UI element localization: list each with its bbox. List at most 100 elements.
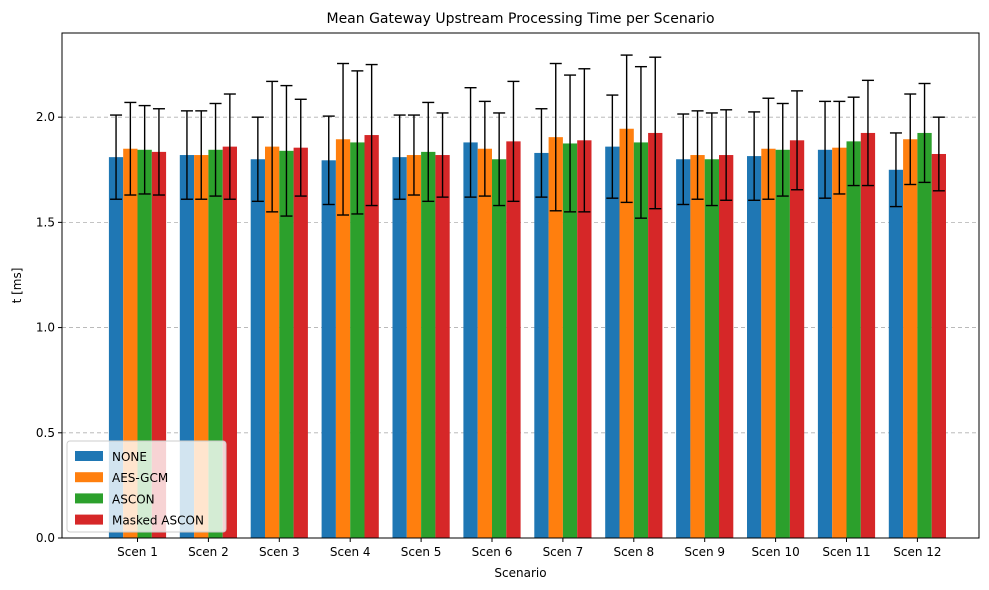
bar-ascon bbox=[279, 150, 294, 539]
error-bar bbox=[535, 108, 548, 198]
bar-ascon bbox=[350, 142, 365, 538]
bar-aes-gcm bbox=[903, 139, 918, 538]
bar-masked-ascon bbox=[648, 132, 663, 538]
x-tick-label: Scen 4 bbox=[330, 545, 371, 559]
legend-swatch bbox=[75, 493, 103, 504]
error-bar bbox=[110, 114, 123, 200]
error-bar bbox=[223, 93, 236, 200]
plot-frame bbox=[61, 32, 980, 539]
bar-aes-gcm bbox=[619, 128, 634, 539]
error-bar bbox=[351, 70, 364, 215]
x-tick-label: Scen 1 bbox=[117, 545, 158, 559]
bar-none bbox=[747, 156, 762, 538]
bar-masked-ascon bbox=[435, 155, 450, 538]
error-bar bbox=[634, 65, 647, 219]
bar-none bbox=[463, 142, 478, 538]
bar-aes-gcm bbox=[690, 155, 705, 538]
bar-ascon bbox=[775, 149, 790, 538]
bar-aes-gcm bbox=[477, 148, 492, 538]
legend-box bbox=[66, 440, 227, 533]
error-bar bbox=[195, 110, 208, 200]
x-tick-label: Scen 9 bbox=[684, 545, 725, 559]
legend-label: NONE bbox=[112, 450, 147, 464]
bar-aes-gcm bbox=[335, 139, 351, 538]
error-bar bbox=[606, 94, 619, 199]
x-tick-label: Scen 3 bbox=[259, 545, 300, 559]
error-bar bbox=[791, 90, 804, 191]
bar-ascon bbox=[846, 141, 861, 539]
bar-aes-gcm bbox=[548, 137, 563, 538]
error-bar bbox=[180, 110, 193, 200]
bar-ascon bbox=[917, 132, 932, 538]
error-bar bbox=[918, 82, 931, 184]
x-axis-title: Scenario bbox=[494, 566, 546, 580]
legend-label: AES-GCM bbox=[112, 471, 168, 485]
error-bar bbox=[932, 116, 945, 192]
bar-aes-gcm bbox=[761, 148, 776, 538]
bar-masked-ascon bbox=[860, 132, 876, 538]
error-bar bbox=[748, 111, 761, 201]
legend-swatch bbox=[75, 514, 103, 525]
error-bar bbox=[649, 56, 662, 210]
error-bar bbox=[251, 116, 264, 203]
legend-swatch bbox=[75, 451, 103, 461]
legend-label: ASCON bbox=[112, 492, 155, 506]
error-bar bbox=[833, 100, 846, 195]
error-bar bbox=[152, 108, 165, 196]
x-tick-label: Scen 7 bbox=[543, 545, 584, 559]
error-bar bbox=[138, 104, 151, 195]
error-bar bbox=[493, 112, 506, 207]
legend-swatch bbox=[75, 472, 103, 483]
x-tick-label: Scen 12 bbox=[893, 545, 941, 559]
error-bar bbox=[677, 113, 690, 206]
x-tick-label: Scen 11 bbox=[822, 545, 870, 559]
x-tick-label: Scen 5 bbox=[401, 545, 442, 559]
legend-item: AES-GCM bbox=[75, 471, 168, 485]
error-bar bbox=[762, 97, 775, 200]
bar-masked-ascon bbox=[293, 147, 308, 539]
x-tick-label: Scen 10 bbox=[751, 545, 799, 559]
error-bar bbox=[889, 132, 902, 208]
error-bar bbox=[620, 54, 633, 204]
error-bar bbox=[549, 62, 562, 212]
error-bar bbox=[564, 74, 577, 213]
error-bar bbox=[294, 98, 307, 197]
bar-none bbox=[250, 159, 265, 538]
error-bar bbox=[266, 80, 279, 213]
error-bar bbox=[478, 100, 491, 197]
bar-masked-ascon bbox=[364, 135, 379, 539]
legend-label: Masked ASCON bbox=[112, 514, 204, 528]
chart-title: Mean Gateway Upstream Processing Time pe… bbox=[326, 11, 714, 27]
error-bar bbox=[847, 96, 860, 187]
error-bar bbox=[819, 100, 832, 199]
bar-none bbox=[888, 169, 904, 539]
error-bar bbox=[209, 102, 222, 197]
bar-ascon bbox=[492, 159, 507, 538]
x-tick-label: Scen 8 bbox=[613, 545, 654, 559]
bar-aes-gcm bbox=[832, 147, 847, 539]
bars bbox=[108, 128, 946, 539]
y-tick-label: 0.0 bbox=[36, 531, 55, 545]
bar-none bbox=[676, 159, 691, 538]
bar-aes-gcm bbox=[406, 155, 422, 538]
y-tick-label: 1.0 bbox=[36, 321, 55, 335]
error-bar bbox=[422, 101, 435, 203]
error-bar bbox=[578, 68, 591, 213]
bar-none bbox=[392, 157, 407, 539]
error-bars bbox=[110, 54, 945, 219]
error-bar bbox=[322, 115, 335, 206]
error-bar bbox=[407, 114, 420, 196]
legend-item: Masked ASCON bbox=[75, 514, 204, 528]
error-bar bbox=[436, 112, 449, 198]
bar-masked-ascon bbox=[719, 155, 734, 538]
legend-item: NONE bbox=[75, 450, 147, 464]
x-tick-label: Scen 6 bbox=[472, 545, 513, 559]
error-bar bbox=[464, 87, 477, 198]
y-axis-ticks: 0.0 0.5 1.0 1.5 2.0 bbox=[36, 110, 62, 545]
error-bar bbox=[691, 110, 704, 200]
bar-none bbox=[605, 146, 620, 538]
bar-ascon bbox=[562, 143, 578, 538]
x-axis-ticks: Scen 1 Scen 2 Scen 3 Scen 4 Scen 5 Scen 6 Scen… bbox=[117, 538, 942, 559]
